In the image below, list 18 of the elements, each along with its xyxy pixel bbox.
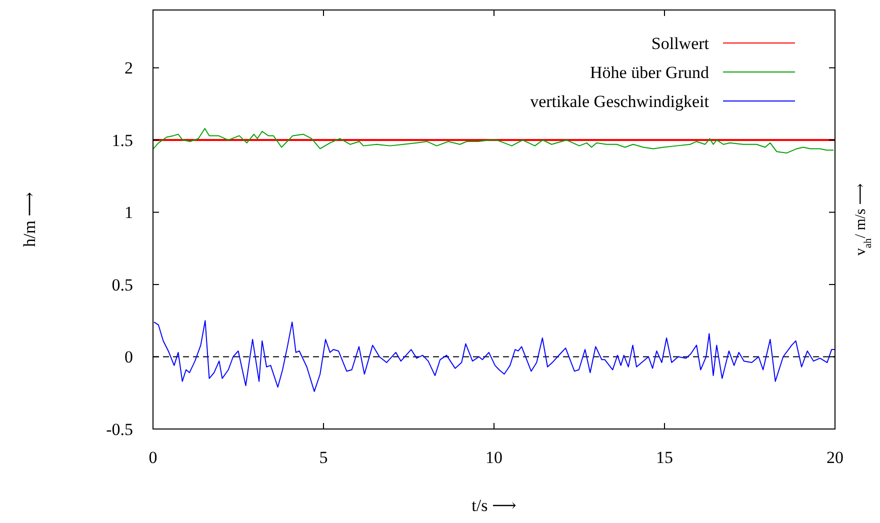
y-tick-label: 0 [124, 348, 133, 367]
legend-label: Sollwert [651, 34, 710, 53]
x-tick-label: 10 [486, 448, 502, 467]
x-tick-label: 15 [656, 448, 673, 467]
x-axis-title: t/s ⟶ [472, 496, 516, 515]
x-tick-label: 20 [826, 448, 844, 467]
y-tick-label: 2 [124, 58, 133, 78]
y-axis-title: h/m ⟶ [20, 192, 39, 248]
legend-label: Höhe über Grund [590, 62, 710, 82]
y-tick-label: 1.5 [112, 130, 133, 150]
x-tick-label: 5 [319, 448, 328, 467]
legend-label: vertikale Geschwindigkeit [530, 92, 710, 111]
y-tick-label: -0.5 [106, 420, 133, 439]
y-tick-label: 1 [124, 203, 133, 222]
x-tick-label: 0 [148, 448, 158, 467]
line-series [153, 128, 834, 154]
line-series [154, 320, 835, 392]
y-tick-label: 0.5 [112, 275, 133, 294]
